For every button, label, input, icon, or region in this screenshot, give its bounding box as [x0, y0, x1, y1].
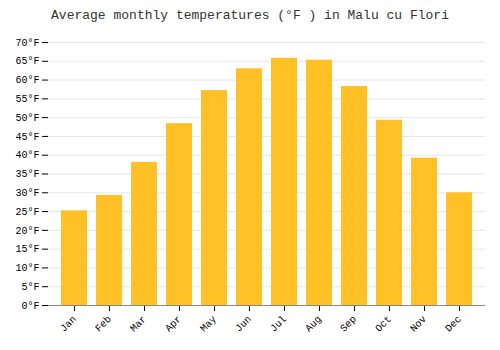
svg-text:30°F: 30°F: [15, 188, 39, 199]
svg-text:Feb: Feb: [93, 314, 114, 335]
svg-text:Aug: Aug: [303, 314, 324, 335]
svg-text:20°F: 20°F: [15, 226, 39, 237]
svg-text:65°F: 65°F: [15, 56, 39, 67]
html-text:Average monthly temperatures (: Average monthly temperatures (°F ) in Ma…: [51, 8, 449, 23]
svg-text:May: May: [198, 314, 219, 335]
svg-text:70°F: 70°F: [15, 38, 39, 49]
svg-text:55°F: 55°F: [15, 94, 39, 105]
svg-text:Mar: Mar: [128, 314, 149, 335]
svg-text:0°F: 0°F: [21, 301, 39, 312]
svg-text:Jun: Jun: [233, 314, 254, 335]
svg-text:45°F: 45°F: [15, 132, 39, 143]
svg-text:5°F: 5°F: [21, 282, 39, 293]
svg-text:Dec: Dec: [443, 314, 464, 335]
svg-text:50°F: 50°F: [15, 113, 39, 124]
svg-text:Jul: Jul: [268, 314, 289, 335]
svg-text:Nov: Nov: [408, 314, 429, 335]
svg-text:40°F: 40°F: [15, 150, 39, 161]
svg-text:Sep: Sep: [338, 314, 359, 335]
svg-text:15°F: 15°F: [15, 244, 39, 255]
svg-text:Oct: Oct: [373, 314, 394, 335]
svg-text:35°F: 35°F: [15, 169, 39, 180]
svg-text:60°F: 60°F: [15, 75, 39, 86]
svg-text:Jan: Jan: [58, 314, 79, 335]
svg-text:10°F: 10°F: [15, 263, 39, 274]
svg-text:25°F: 25°F: [15, 207, 39, 218]
svg-text:Apr: Apr: [163, 314, 184, 335]
